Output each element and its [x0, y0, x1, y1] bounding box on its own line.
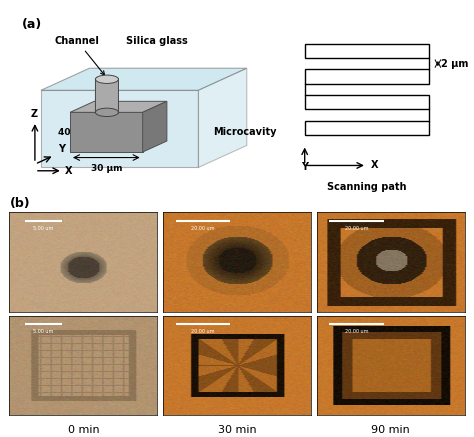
Ellipse shape — [95, 75, 118, 83]
Text: 90 min: 90 min — [371, 425, 410, 435]
Text: 30 μm: 30 μm — [91, 164, 122, 173]
Text: Y: Y — [58, 144, 65, 154]
Text: X: X — [370, 160, 378, 170]
Text: 5.00 um: 5.00 um — [33, 225, 54, 231]
Text: (a): (a) — [22, 17, 42, 31]
Polygon shape — [41, 68, 247, 90]
Bar — [305, 44, 429, 58]
Text: 5.00 um: 5.00 um — [33, 329, 54, 334]
Text: 40 μm: 40 μm — [58, 128, 90, 137]
Text: 2 μm: 2 μm — [441, 59, 469, 69]
Text: (b): (b) — [9, 197, 30, 210]
Text: 20.00 um: 20.00 um — [345, 225, 368, 231]
Polygon shape — [70, 112, 143, 152]
Polygon shape — [70, 101, 167, 112]
Text: Silica glass: Silica glass — [126, 36, 188, 46]
Polygon shape — [41, 90, 198, 167]
Text: Z: Z — [30, 109, 37, 119]
Text: 20.00 um: 20.00 um — [191, 329, 215, 334]
Text: Channel: Channel — [55, 36, 105, 75]
Bar — [305, 95, 429, 109]
Text: 30 min: 30 min — [218, 425, 256, 435]
Ellipse shape — [95, 108, 118, 117]
Text: 20.00 um: 20.00 um — [191, 225, 215, 231]
Text: X: X — [65, 166, 73, 176]
Polygon shape — [198, 68, 247, 167]
Text: Scanning path: Scanning path — [327, 181, 407, 191]
Bar — [305, 121, 429, 135]
FancyBboxPatch shape — [95, 78, 118, 114]
Text: 0 min: 0 min — [67, 425, 99, 435]
Polygon shape — [143, 101, 167, 152]
Text: Microcavity: Microcavity — [213, 127, 276, 137]
Bar — [305, 69, 429, 83]
Text: 20.00 um: 20.00 um — [345, 329, 368, 334]
Text: Y: Y — [301, 162, 308, 172]
